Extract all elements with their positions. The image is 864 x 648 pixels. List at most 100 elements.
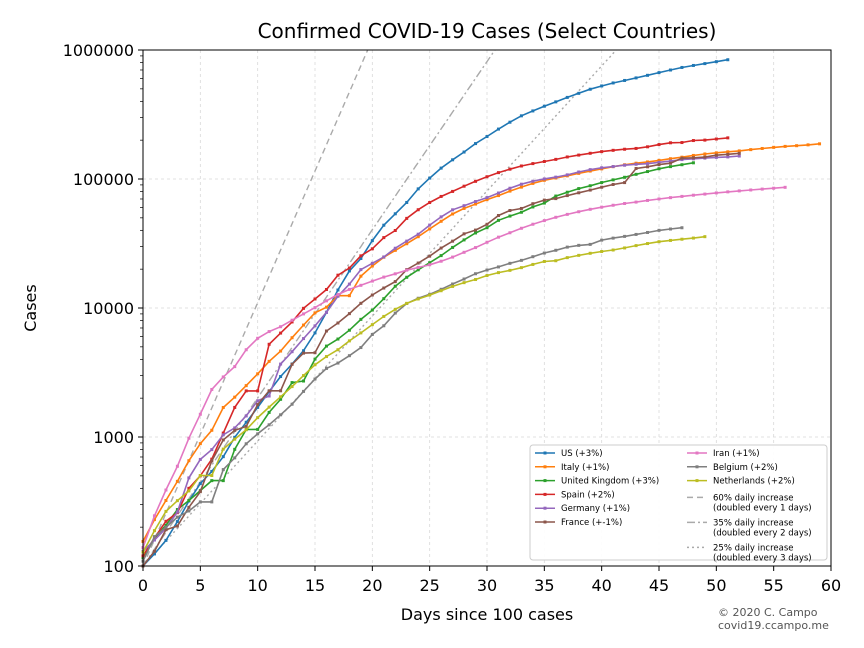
data-point [462,150,466,154]
data-point [657,228,661,232]
legend-label: Belgium (+2%) [713,463,778,473]
data-point [393,212,397,216]
data-point [554,194,558,198]
data-point [600,181,604,185]
data-point [347,312,351,316]
data-point [726,136,730,140]
data-point [565,173,569,177]
data-point [588,207,592,211]
legend-label: Italy (+1%) [561,463,609,473]
data-point [405,268,409,272]
data-point [439,166,443,170]
data-point [393,284,397,288]
data-point [462,281,466,285]
data-point [175,524,179,528]
data-point [324,344,328,348]
series-group [141,185,787,550]
data-point [302,389,306,393]
data-point [267,405,271,409]
y-tick-label: 1000 [93,428,134,447]
data-point [496,213,500,217]
data-point [313,377,317,381]
data-point [210,387,214,391]
data-point [462,204,466,208]
data-point [233,365,237,369]
data-point [221,447,225,451]
data-point [508,214,512,218]
data-point [588,151,592,155]
data-point [485,222,489,226]
data-point [267,342,271,346]
data-point [577,187,581,191]
data-point [806,143,810,147]
data-point [600,249,604,253]
data-point [428,176,432,180]
data-point [611,165,615,169]
data-point [474,202,478,206]
data-point [152,538,156,542]
data-point [634,244,638,248]
data-point [646,230,650,234]
data-point [565,245,569,249]
series-line [142,143,820,542]
data-point [623,234,627,238]
data-point [714,155,718,159]
data-point [496,171,500,175]
data-point [519,182,523,186]
data-point [279,375,283,379]
data-point [542,198,546,202]
data-point [267,394,271,398]
data-point [416,232,420,236]
data-point [554,215,558,219]
data-point [462,250,466,254]
data-point [336,288,340,292]
legend-marker [543,520,547,524]
data-point [634,232,638,236]
data-point [439,215,443,219]
x-tick-label: 60 [821,576,841,595]
data-point [439,254,443,258]
data-point [187,459,191,463]
data-point [221,375,225,379]
data-point [451,282,455,286]
legend-label: Spain (+2%) [561,490,615,500]
data-point [519,206,523,210]
data-point [198,473,202,477]
legend-label: United Kingdom (+3%) [561,477,659,487]
data-point [152,552,156,556]
data-point [508,120,512,124]
data-point [646,165,650,169]
data-point [646,162,650,166]
data-point [210,479,214,483]
y-tick-label: 100 [103,557,134,576]
data-point [198,442,202,446]
data-point [198,500,202,504]
data-point [324,305,328,309]
data-point [623,181,627,185]
data-point [519,114,523,118]
x-tick-label: 40 [591,576,611,595]
data-point [726,190,730,194]
data-point [623,78,627,82]
data-point [302,379,306,383]
data-point [714,153,718,157]
data-point [393,228,397,232]
data-point [152,549,156,553]
legend-marker [543,465,547,469]
data-point [657,240,661,244]
data-point [290,362,294,366]
data-point [519,258,523,262]
data-point [668,157,672,161]
data-point [646,73,650,77]
legend-sublabel: (doubled every 3 days) [713,553,812,563]
data-point [405,242,409,246]
data-point [462,277,466,281]
data-point [565,155,569,159]
data-point [760,146,764,150]
data-point [462,206,466,210]
data-point [531,255,535,259]
data-point [554,197,558,201]
data-point [382,236,386,240]
series-line [142,235,705,553]
legend-marker [543,479,547,483]
